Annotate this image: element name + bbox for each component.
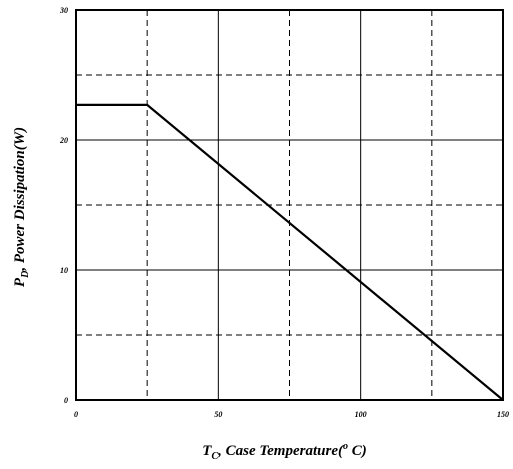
plot-frame	[75, 9, 504, 401]
x-axis-title-main: T	[202, 443, 212, 459]
y-tick-label: 30	[59, 6, 68, 15]
x-tick-label: 50	[214, 410, 222, 419]
y-axis-title-rest: , Power Dissipation(W)	[12, 127, 28, 272]
grid-lines	[76, 10, 503, 400]
x-tick-label: 150	[497, 410, 509, 419]
y-axis-title: PD, Power Dissipation(W)	[12, 127, 31, 287]
x-tick-label: 100	[355, 410, 367, 419]
x-tick-labels: 0 50 100 150	[74, 410, 509, 419]
x-axis-title: TC, Case Temperature(o C)	[202, 441, 366, 462]
x-axis-title-end: C)	[348, 443, 367, 459]
x-tick-label: 0	[74, 410, 78, 419]
y-tick-labels: 0 10 20 30	[59, 6, 68, 405]
y-tick-label: 10	[60, 266, 68, 275]
power-dissipation-line	[76, 103, 504, 401]
x-axis-title-sup: o	[343, 441, 348, 452]
data-series	[76, 103, 504, 401]
x-axis-title-sub: C	[211, 451, 218, 462]
y-axis-title-main: P	[12, 277, 28, 287]
x-axis-title-rest: , Case Temperature(	[217, 443, 344, 459]
y-tick-label: 0	[64, 396, 68, 405]
y-axis-title-sub: D	[20, 271, 31, 279]
y-tick-label: 20	[59, 136, 68, 145]
